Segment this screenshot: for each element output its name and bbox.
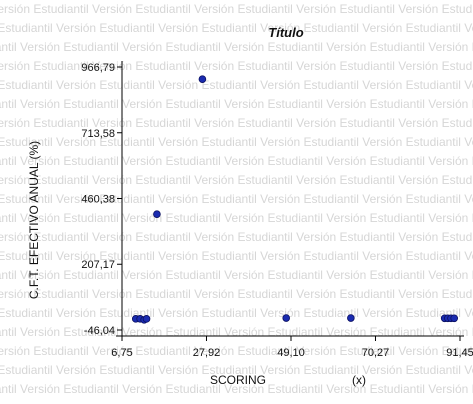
scatter-point (282, 314, 291, 322)
y-tick-label: 460,38 (81, 193, 115, 205)
x-tick-label: 91,45 (446, 347, 473, 359)
scatter-point (153, 210, 161, 218)
x-tick-label: 6,75 (111, 347, 132, 359)
x-axis-unit: (x) (352, 373, 366, 387)
y-axis-title: C.F.T. EFECTIVO ANUAL (%) (27, 141, 41, 299)
x-tick-label: 27,92 (193, 347, 221, 359)
x-ticks: 6,75 27,92 49,10 70,27 91,45 (111, 336, 473, 359)
scatter-point (142, 315, 151, 323)
scatter-point (450, 314, 459, 323)
data-points (131, 75, 459, 324)
chart-title: Título (268, 25, 303, 40)
y-ticks: -46,04 207,17 460,38 713,58 966,79 (81, 62, 122, 337)
x-tick-label: 49,10 (277, 347, 305, 359)
scatter-point (347, 314, 355, 322)
y-tick-label: 713,58 (81, 128, 115, 140)
axes (116, 61, 464, 337)
y-tick-label: 966,79 (81, 62, 115, 74)
y-tick-label: -46,04 (84, 325, 115, 337)
scatter-point (198, 75, 207, 83)
y-tick-label: 207,17 (81, 259, 115, 271)
x-tick-label: 70,27 (362, 347, 390, 359)
x-axis-title: SCORING (210, 373, 266, 387)
